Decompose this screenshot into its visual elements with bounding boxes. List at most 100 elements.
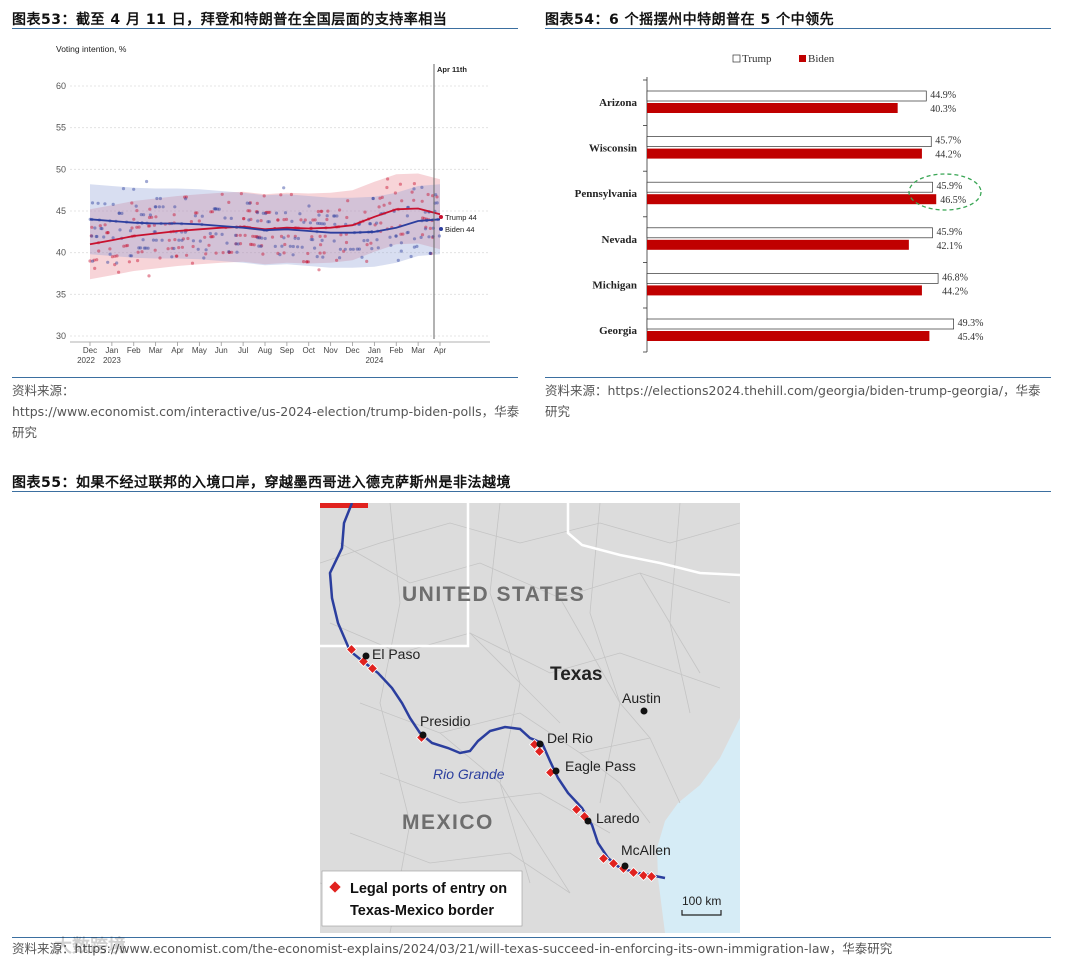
poll-dot	[122, 244, 126, 248]
poll-dot	[262, 194, 266, 198]
poll-dot	[153, 248, 157, 252]
poll-dot	[393, 191, 397, 195]
poll-dot	[151, 238, 156, 242]
poll-dot	[88, 259, 92, 263]
poll-dot	[181, 237, 185, 241]
poll-dot	[394, 234, 398, 238]
x-tick-label: Aug	[258, 346, 272, 355]
poll-dot	[280, 244, 284, 248]
fig53-title-rule	[12, 28, 518, 29]
fig54-title-rule	[545, 28, 1051, 29]
poll-dot	[339, 233, 343, 237]
poll-dot	[158, 256, 162, 260]
poll-dot	[210, 210, 215, 214]
poll-dot	[167, 238, 171, 242]
trump-value-label: 46.8%	[942, 272, 968, 283]
poll-dot	[174, 254, 178, 258]
poll-dot	[106, 231, 110, 235]
poll-dot	[421, 216, 425, 220]
poll-dot	[259, 219, 263, 223]
poll-dot	[191, 239, 195, 243]
fig55-source-url[interactable]: https://www.economist.com/the-economist-…	[74, 941, 893, 956]
fig54-source-text[interactable]: 资料来源：https://elections2024.thehill.com/g…	[545, 383, 1041, 398]
poll-dot	[320, 222, 324, 226]
nm-border-strip	[320, 503, 368, 508]
poll-dot	[399, 249, 403, 253]
poll-dot	[278, 253, 282, 257]
poll-dot	[98, 224, 102, 228]
poll-dot	[251, 234, 255, 238]
poll-dot	[291, 244, 295, 249]
poll-dot	[263, 236, 267, 241]
poll-dot	[338, 247, 342, 251]
texas-mexico-border-map: UNITED STATES Texas MEXICO Rio Grande El…	[320, 503, 740, 933]
poll-dot	[217, 207, 221, 211]
poll-dot	[127, 260, 131, 264]
poll-dot	[342, 249, 346, 253]
poll-dot	[362, 239, 366, 243]
poll-dot	[172, 246, 176, 251]
label-laredo: Laredo	[596, 810, 640, 826]
poll-dot	[125, 243, 130, 248]
poll-dot	[276, 218, 280, 222]
poll-dot	[246, 209, 250, 213]
poll-dot	[321, 255, 325, 259]
fig53-source-url[interactable]: https://www.economist.com/interactive/us…	[12, 404, 520, 419]
poll-dot	[366, 238, 370, 242]
poll-dot	[111, 202, 115, 206]
city-dots	[362, 652, 648, 870]
poll-dot	[242, 217, 246, 221]
poll-dot	[196, 247, 200, 251]
poll-dot	[97, 249, 101, 253]
poll-dot	[239, 192, 243, 196]
poll-dot	[420, 233, 425, 237]
poll-dot	[371, 196, 375, 201]
poll-dot	[202, 256, 206, 260]
poll-dot	[296, 236, 300, 241]
poll-dot	[332, 239, 336, 243]
poll-dot	[225, 241, 229, 245]
poll-dot	[317, 268, 321, 272]
poll-dot	[170, 255, 174, 259]
poll-dot	[90, 234, 94, 238]
poll-dot	[214, 232, 218, 236]
trump-bar	[646, 90, 927, 102]
biden-bar	[647, 285, 922, 296]
poll-dot	[355, 247, 359, 251]
poll-dot	[89, 234, 93, 238]
poll-dot	[213, 207, 217, 211]
poll-dot	[270, 235, 275, 239]
poll-dot	[183, 195, 187, 199]
state-label: Pennsylvania	[575, 188, 638, 200]
poll-dot	[371, 196, 375, 201]
poll-dot	[135, 225, 139, 229]
x-tick-label: Feb	[127, 346, 141, 355]
poll-dot	[250, 242, 254, 247]
poll-dot	[396, 258, 400, 262]
poll-dot	[180, 238, 184, 242]
poll-dot	[282, 186, 286, 190]
poll-dot	[346, 199, 350, 203]
poll-dot	[290, 219, 294, 223]
biden-end-label: Biden 44	[445, 225, 475, 234]
poll-dot	[437, 234, 441, 238]
state-borders	[320, 503, 740, 648]
poll-dot	[388, 201, 392, 205]
state-label: Wisconsin	[589, 143, 637, 155]
poll-dot	[152, 230, 156, 234]
poll-dot	[197, 219, 201, 223]
poll-dot	[93, 266, 97, 270]
poll-dot	[335, 258, 339, 262]
poll-dot	[412, 237, 417, 241]
poll-dot	[236, 242, 240, 246]
trump-bar	[646, 136, 932, 147]
poll-dot	[365, 259, 369, 263]
poll-dot	[204, 252, 208, 256]
poll-dot	[95, 234, 99, 239]
poll-dot	[137, 225, 141, 229]
poll-dot	[373, 223, 377, 227]
poll-dot	[320, 238, 324, 242]
poll-dot	[315, 221, 320, 225]
poll-dot	[158, 196, 162, 201]
poll-dot	[412, 182, 416, 186]
